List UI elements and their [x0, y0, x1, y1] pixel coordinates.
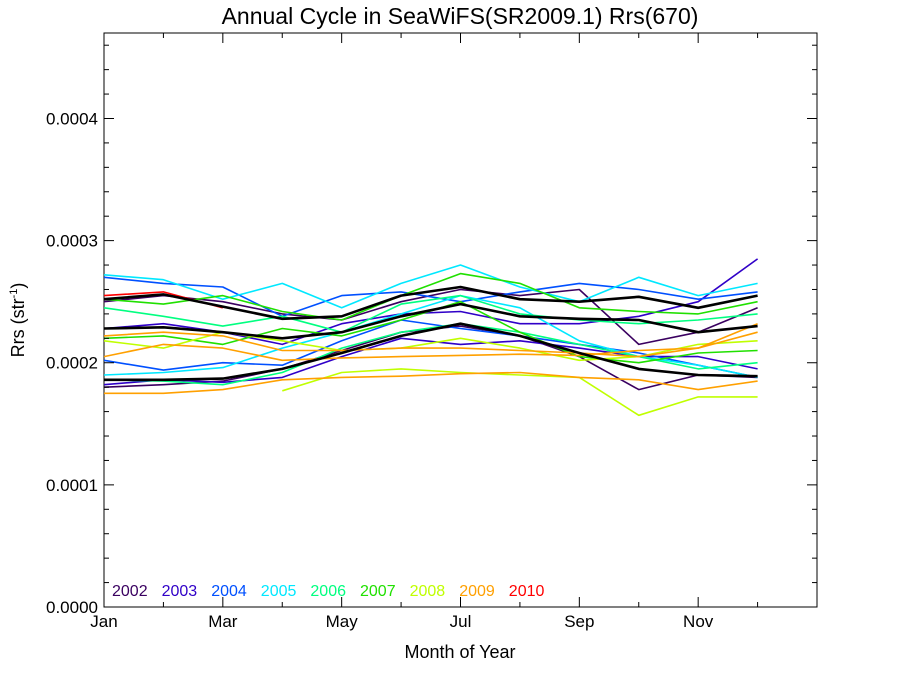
y-axis-label-group: Rrs (str-1): [8, 283, 28, 358]
y-tick-label: 0.0000: [46, 598, 98, 617]
y-tick-label: 0.0002: [46, 354, 98, 373]
legend-entry: 2002: [112, 583, 148, 600]
y-axis-label-main: Rrs (str: [8, 298, 28, 357]
legend-entry: 2004: [211, 583, 247, 600]
series-line: [103, 264, 758, 309]
y-axis-label-sup: -1: [8, 289, 20, 299]
series-line: [103, 322, 758, 362]
plot-frame: [103, 32, 818, 608]
y-axis: 0.0000 0.0001 0.0002 0.0003 0.0004: [46, 44, 817, 617]
series-line: [103, 322, 758, 386]
series-line: [104, 371, 758, 395]
y-axis-label-close: ): [8, 283, 28, 289]
legend-entry: 2006: [310, 583, 346, 600]
y-axis-label: Rrs (str-1): [8, 283, 28, 358]
series-line: [103, 331, 758, 358]
legend-entry: 2010: [509, 583, 545, 600]
x-tick-label: Sep: [564, 612, 594, 631]
y-tick-label: 0.0004: [46, 109, 98, 128]
series-line: [103, 285, 758, 321]
legend-entry: 2007: [360, 583, 396, 600]
x-tick-label: Nov: [683, 612, 714, 631]
legend-entry: 2009: [459, 583, 495, 600]
chart-title: Annual Cycle in SeaWiFS(SR2009.1) Rrs(67…: [222, 3, 699, 29]
legend-entry: 2005: [261, 583, 297, 600]
series-line: [103, 272, 758, 321]
series-line: [282, 368, 758, 417]
x-tick-label: Jul: [450, 612, 472, 631]
x-axis: Jan Mar May Jul Sep Nov: [90, 33, 759, 631]
series-line: [103, 288, 758, 346]
y-tick-label: 0.0001: [46, 476, 98, 495]
legend-entry: 2003: [162, 583, 198, 600]
y-tick-label: 0.0003: [46, 232, 98, 251]
legend: 2002 2003 2004 2005 2006 2007 2008 2009 2010: [112, 583, 544, 600]
x-axis-label: Month of Year: [404, 642, 515, 662]
x-tick-label: Jan: [90, 612, 117, 631]
series-line: [104, 322, 758, 382]
legend-entry: 2008: [410, 583, 446, 600]
series-line: [103, 337, 758, 386]
x-tick-label: Mar: [208, 612, 238, 631]
series-line: [103, 302, 758, 340]
series-line: [103, 276, 758, 318]
series-layer: [103, 258, 759, 417]
x-tick-label: May: [326, 612, 359, 631]
